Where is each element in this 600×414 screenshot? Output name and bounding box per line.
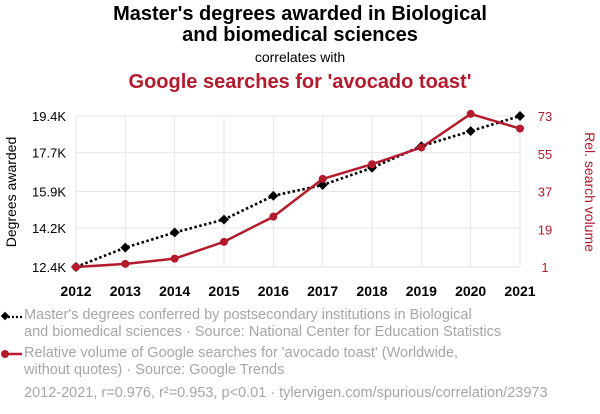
series-line-searches <box>75 112 521 269</box>
legend-circle-searches <box>1 350 9 358</box>
y-left-tick-12.4K: 12.4K <box>32 260 66 275</box>
point-searches-2013 <box>121 259 130 268</box>
x-tick-label-2019: 2019 <box>406 283 437 299</box>
legend-text-searches: Relative volume of Google searches for '… <box>24 345 458 379</box>
legend-searches-line2: without quotes) · Source: Google Trends <box>24 362 285 378</box>
legend-degrees-line1: Master's degrees conferred by postsecond… <box>24 307 472 323</box>
x-tick-label-2021: 2021 <box>504 283 535 299</box>
chart-footer: 2012-2021, r=0.976, r²=0.953, p<0.01 · t… <box>24 385 548 401</box>
x-tick-label-2016: 2016 <box>258 283 289 299</box>
x-tick-label-2020: 2020 <box>455 283 486 299</box>
legend-diamond-degrees <box>0 311 10 321</box>
point-searches-2018 <box>368 160 376 169</box>
x-tick-label-2014: 2014 <box>159 283 190 299</box>
y-axis-right-ticks: 1 19 37 55 73 <box>538 109 552 275</box>
legend-searches-line1: Relative volume of Google searches for '… <box>24 345 459 361</box>
point-searches-2015 <box>220 237 228 246</box>
series-line-degrees <box>75 114 521 269</box>
y-left-tick-19.4K: 19.4K <box>32 109 66 124</box>
y-left-tick-14.2K: 14.2K <box>32 221 66 236</box>
y-axis-left-label: Degrees awarded <box>3 137 19 248</box>
legend-degrees-line2: and biomedical sciences · Source: Nation… <box>24 324 502 340</box>
x-tick-label-2018: 2018 <box>356 283 387 299</box>
x-axis-ticks: 2012 2013 2014 2015 2016 2017 2018 2019 2020 2021 <box>60 283 535 299</box>
y-left-tick-17.7K: 17.7K <box>32 146 66 161</box>
chart-title-line1: Master's degrees awarded in Biological <box>113 3 487 25</box>
point-searches-2016 <box>269 212 278 221</box>
gridlines <box>75 115 521 268</box>
y-right-tick-73: 73 <box>538 109 552 124</box>
x-tick-label-2015: 2015 <box>208 283 239 299</box>
x-tick-label-2013: 2013 <box>110 283 141 299</box>
chart-subtitle: Google searches for 'avocado toast' <box>129 71 472 93</box>
point-degrees-2014 <box>169 227 180 238</box>
point-searches-2012 <box>72 263 80 271</box>
x-tick-label-2017: 2017 <box>307 283 338 299</box>
point-searches-2014 <box>170 254 179 263</box>
y-right-tick-1: 1 <box>541 260 548 275</box>
point-searches-2017 <box>318 174 327 183</box>
point-degrees-2020 <box>465 126 476 137</box>
point-degrees-2013 <box>120 242 131 253</box>
point-searches-2021 <box>516 124 524 133</box>
point-degrees-2017 <box>317 180 328 190</box>
y-axis-left-ticks: 12.4K 14.2K 15.9K 17.7K 19.4K <box>32 109 66 275</box>
legend-marker-searches <box>1 350 22 358</box>
point-searches-2019 <box>417 143 426 152</box>
legend-marker-degrees <box>0 311 22 321</box>
correlates-label: correlates with <box>255 49 345 65</box>
legend: Master's degrees conferred by postsecond… <box>0 300 600 380</box>
x-tick-label-2012: 2012 <box>60 283 91 299</box>
series-lines <box>75 112 521 269</box>
point-searches-2020 <box>466 109 475 118</box>
y-left-tick-15.9K: 15.9K <box>32 185 66 200</box>
y-axis-right-label: Rel. search volume <box>582 132 598 252</box>
point-degrees-2021 <box>515 111 525 121</box>
point-degrees-2015 <box>219 214 229 225</box>
y-right-tick-55: 55 <box>538 147 552 162</box>
chart-title-line2: and biomedical sciences <box>182 24 418 46</box>
point-degrees-2016 <box>268 190 279 201</box>
chart-svg: Master's degrees awarded in Biological a… <box>3 3 598 299</box>
y-right-tick-19: 19 <box>538 222 552 237</box>
legend-text-degrees: Master's degrees conferred by postsecond… <box>24 307 501 341</box>
y-right-tick-37: 37 <box>538 185 552 200</box>
